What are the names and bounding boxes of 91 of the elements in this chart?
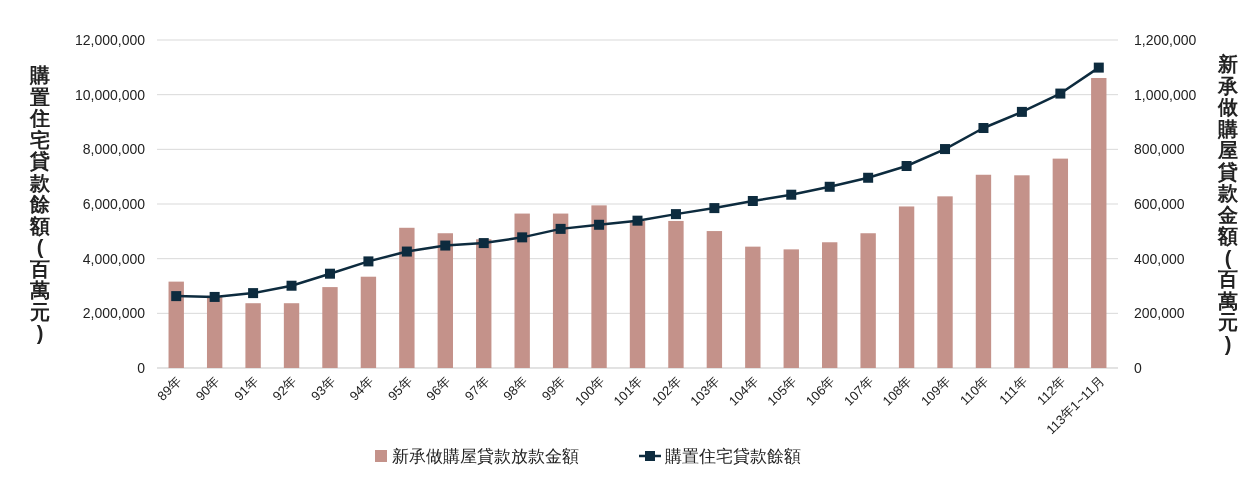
x-tick-label: 99年 xyxy=(538,373,569,404)
point xyxy=(747,195,758,206)
point xyxy=(863,172,874,183)
point xyxy=(901,161,912,172)
bar xyxy=(1014,175,1030,368)
point xyxy=(824,181,835,192)
point xyxy=(517,232,528,243)
x-tick-label: 105年 xyxy=(764,373,800,409)
legend-label: 購置住宅貸款餘額 xyxy=(665,447,801,466)
x-tick-label: 91年 xyxy=(231,373,262,404)
bar xyxy=(706,231,723,368)
x-tick-label: 100年 xyxy=(572,373,608,409)
x-tick-label: 97年 xyxy=(461,373,492,404)
point xyxy=(248,288,259,299)
x-tick-label: 108年 xyxy=(879,373,915,409)
bar xyxy=(1091,77,1107,368)
x-tick-label: 102年 xyxy=(648,373,685,409)
x-tick-label: 110年 xyxy=(957,373,992,408)
x-tick-label: 103年 xyxy=(687,373,723,409)
point xyxy=(632,215,643,226)
x-tick-label: 101年 xyxy=(610,373,646,409)
point xyxy=(940,144,951,155)
bar xyxy=(898,206,915,368)
point xyxy=(978,123,989,134)
y-tick-label: 6,000,000 xyxy=(82,196,146,212)
point xyxy=(171,291,182,302)
point xyxy=(209,291,220,302)
point xyxy=(670,209,681,220)
y-tick-label: 10,000,000 xyxy=(74,86,146,103)
bar xyxy=(437,233,453,368)
y-tick-label: 2,000,000 xyxy=(82,305,146,322)
point xyxy=(1016,106,1027,117)
x-tick-label: 89年 xyxy=(154,373,185,404)
point xyxy=(1055,88,1066,99)
y2-tick-label: 400,000 xyxy=(1134,250,1185,267)
point xyxy=(709,203,720,214)
bar xyxy=(668,220,684,368)
bar xyxy=(860,233,876,368)
bar xyxy=(283,303,300,368)
bar xyxy=(322,287,338,368)
y-tick-label: 4,000,000 xyxy=(82,250,146,267)
bar xyxy=(399,227,415,368)
y2-tick-label: 200,000 xyxy=(1134,305,1185,322)
y-tick-label: 8,000,000 xyxy=(82,141,146,158)
bar xyxy=(168,281,184,368)
point xyxy=(1093,62,1104,73)
y2-tick-label: 600,000 xyxy=(1134,196,1185,212)
y2-tick-label: 1,200,000 xyxy=(1134,32,1197,48)
x-tick-label: 90年 xyxy=(192,373,223,404)
bar xyxy=(552,213,569,368)
bar xyxy=(360,276,377,368)
bar xyxy=(476,239,492,368)
x-tick-label: 92年 xyxy=(269,373,300,404)
x-tick-label: 104年 xyxy=(725,373,761,409)
x-tick-label: 111年 xyxy=(996,373,1031,408)
point xyxy=(286,280,297,291)
bar xyxy=(245,303,261,368)
point xyxy=(401,246,412,257)
x-tick-label: 98年 xyxy=(500,373,531,404)
bar xyxy=(745,246,761,368)
x-tick-label: 94年 xyxy=(346,373,377,404)
legend-label: 新承做購屋貸款放款金額 xyxy=(392,447,579,466)
bar xyxy=(1052,158,1069,368)
x-tick-label: 93年 xyxy=(308,373,339,404)
x-tick-label: 106年 xyxy=(802,373,838,409)
y2-tick-label: 1,000,000 xyxy=(1134,86,1197,103)
x-tick-label: 95年 xyxy=(384,373,415,404)
x-tick-label: 109年 xyxy=(918,373,954,409)
bar xyxy=(591,205,607,368)
bar xyxy=(514,213,530,368)
bar xyxy=(629,220,646,368)
bar xyxy=(937,196,953,368)
bar xyxy=(206,295,223,368)
y2-tick-label: 800,000 xyxy=(1134,141,1185,158)
point xyxy=(478,238,489,249)
y-tick-label: 0 xyxy=(137,360,146,376)
x-tick-label: 107年 xyxy=(841,373,877,409)
point xyxy=(363,256,374,267)
text: 新承做購屋貸款金額(百萬元) xyxy=(1218,53,1238,355)
y2-tick-label: 0 xyxy=(1134,360,1142,376)
text: 購置住宅貸款餘額(百萬元) xyxy=(30,64,50,344)
point xyxy=(786,189,797,200)
point xyxy=(555,223,566,234)
point xyxy=(324,268,335,279)
bar xyxy=(822,242,838,368)
bar xyxy=(783,249,799,368)
y-tick-label: 12,000,000 xyxy=(74,32,146,48)
x-tick-label: 96年 xyxy=(423,373,454,404)
bar xyxy=(975,174,992,368)
point xyxy=(440,240,451,251)
point xyxy=(594,219,605,230)
